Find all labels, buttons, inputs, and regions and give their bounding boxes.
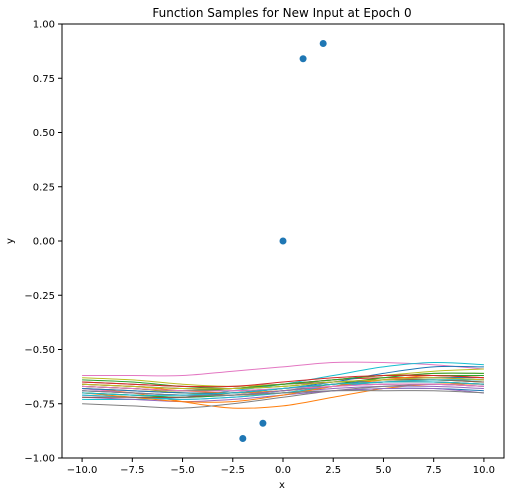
y-tick-label: 0.50: [33, 128, 55, 139]
sample-line-28: [82, 390, 484, 396]
y-tick-label: −0.25: [24, 291, 55, 302]
y-tick-label: −0.75: [24, 399, 55, 410]
x-tick-label: −5.0: [170, 465, 194, 476]
data-point-2: [259, 419, 267, 427]
sample-line-22: [82, 375, 484, 403]
sample-line-30: [82, 381, 484, 396]
x-tick-label: 2.5: [325, 465, 341, 476]
data-point-5: [319, 40, 327, 48]
chart-title: Function Samples for New Input at Epoch …: [152, 6, 411, 20]
x-tick-label: −2.5: [221, 465, 245, 476]
y-tick-label: 0.25: [33, 182, 55, 193]
x-tick-label: −10.0: [67, 465, 98, 476]
y-tick-label: −1.00: [24, 454, 55, 465]
x-tick-label: 7.5: [426, 465, 442, 476]
sample-line-29: [82, 377, 484, 390]
y-tick-label: 0.00: [33, 237, 55, 248]
x-tick-label: 0.0: [275, 465, 291, 476]
data-point-1: [239, 434, 247, 442]
x-axis-label: x: [279, 480, 285, 491]
x-tick-label: 5.0: [376, 465, 392, 476]
y-axis-label: y: [5, 238, 16, 244]
x-tick-label: 10.0: [473, 465, 495, 476]
sample-line-24: [82, 374, 484, 388]
sample-line-7: [82, 361, 484, 377]
data-point-3: [279, 237, 287, 245]
y-tick-label: 1.00: [33, 20, 55, 31]
plot-area: [82, 40, 484, 442]
y-axis: −1.00 −0.75 −0.50 −0.25 0.00 0.25 0.50 0.75 1.00: [24, 20, 62, 465]
data-point-4: [299, 55, 307, 63]
y-tick-label: 0.75: [33, 74, 55, 85]
x-axis: −10.0 −7.5 −5.0 −2.5 0.0 2.5 5.0 7.5 10.0: [67, 458, 495, 476]
y-tick-label: −0.50: [24, 345, 55, 356]
x-tick-label: −7.5: [120, 465, 144, 476]
